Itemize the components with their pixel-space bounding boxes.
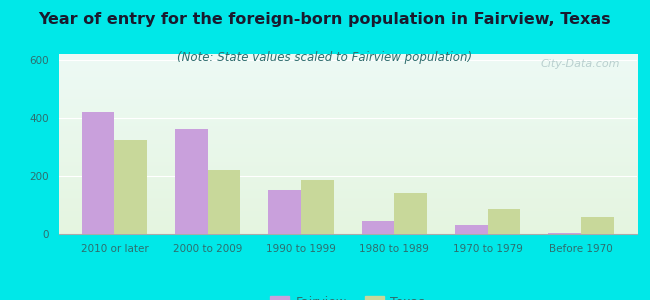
Bar [581, 217, 614, 234]
Bar [301, 180, 333, 234]
Bar [395, 194, 427, 234]
Text: City-Data.com: City-Data.com [540, 59, 619, 69]
Bar [455, 225, 488, 234]
Bar [175, 130, 208, 234]
Bar [549, 232, 581, 234]
Bar [268, 190, 301, 234]
Bar [488, 209, 521, 234]
Bar [208, 170, 240, 234]
Bar [82, 112, 114, 234]
Legend: Fairview, Texas: Fairview, Texas [265, 291, 430, 300]
Text: (Note: State values scaled to Fairview population): (Note: State values scaled to Fairview p… [177, 51, 473, 64]
Bar [362, 221, 395, 234]
Bar [114, 140, 147, 234]
Text: Year of entry for the foreign-born population in Fairview, Texas: Year of entry for the foreign-born popul… [39, 12, 611, 27]
